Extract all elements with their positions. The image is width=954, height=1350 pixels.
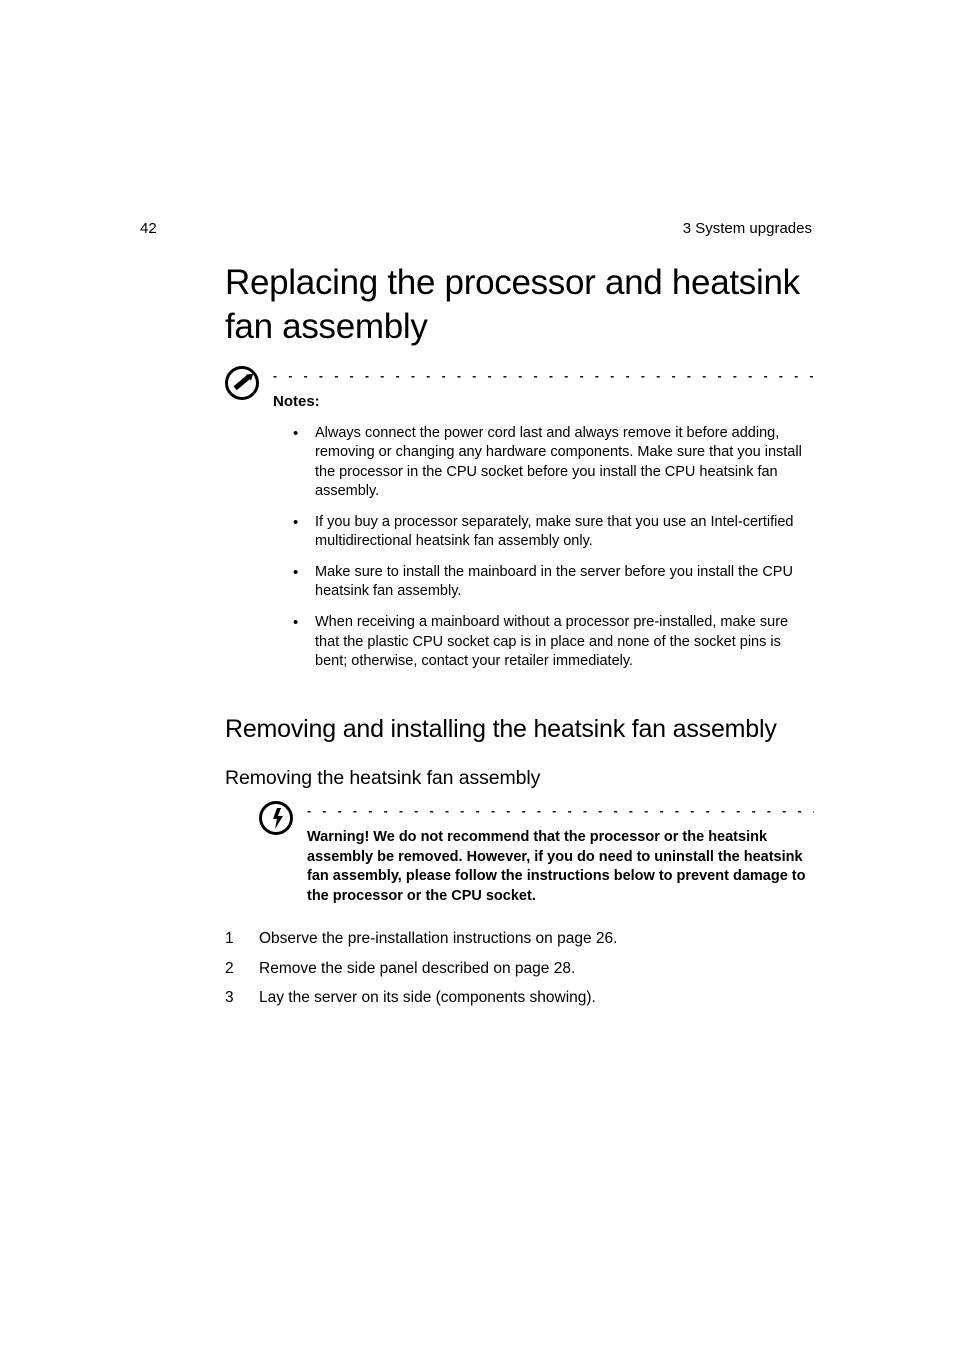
notes-bullet-list: Always connect the power cord last and a…: [273, 424, 814, 672]
step-number: 3: [225, 987, 259, 1009]
running-header: 42 3 System upgrades: [130, 220, 814, 237]
notes-bullet: Make sure to install the mainboard in th…: [293, 563, 808, 602]
step-item: 1 Observe the pre-installation instructi…: [225, 928, 814, 950]
notes-body: - - - - - - - - - - - - - - - - - - - - …: [273, 369, 814, 683]
steps-list: 1 Observe the pre-installation instructi…: [225, 928, 814, 1009]
step-text: Lay the server on its side (components s…: [259, 987, 596, 1009]
notes-block: - - - - - - - - - - - - - - - - - - - - …: [225, 369, 814, 683]
page: 42 3 System upgrades Replacing the proce…: [0, 0, 954, 1350]
page-title: Replacing the processor and heatsink fan…: [225, 261, 814, 349]
divider-dots: - - - - - - - - - - - - - - - - - - - - …: [273, 369, 814, 383]
step-item: 2 Remove the side panel described on pag…: [225, 958, 814, 980]
content: Replacing the processor and heatsink fan…: [130, 261, 814, 1010]
step-number: 1: [225, 928, 259, 950]
notes-bullet: If you buy a processor separately, make …: [293, 513, 808, 552]
divider-dots: - - - - - - - - - - - - - - - - - - - - …: [307, 804, 814, 818]
notes-bullet: When receiving a mainboard without a pro…: [293, 613, 808, 672]
warning-body: - - - - - - - - - - - - - - - - - - - - …: [307, 804, 814, 906]
subsection-heading: Removing the heatsink fan assembly: [225, 767, 814, 790]
page-number: 42: [140, 220, 157, 237]
step-number: 2: [225, 958, 259, 980]
notes-bullet: Always connect the power cord last and a…: [293, 424, 808, 502]
step-text: Observe the pre-installation instruction…: [259, 928, 617, 950]
step-item: 3 Lay the server on its side (components…: [225, 987, 814, 1009]
warning-bolt-icon: [259, 801, 293, 835]
step-text: Remove the side panel described on page …: [259, 958, 575, 980]
section-label: 3 System upgrades: [683, 220, 812, 237]
note-pencil-icon: [225, 366, 259, 400]
warning-block: - - - - - - - - - - - - - - - - - - - - …: [225, 804, 814, 906]
section-heading: Removing and installing the heatsink fan…: [225, 713, 814, 746]
notes-label: Notes:: [273, 393, 814, 410]
warning-text: Warning! We do not recommend that the pr…: [307, 828, 808, 906]
